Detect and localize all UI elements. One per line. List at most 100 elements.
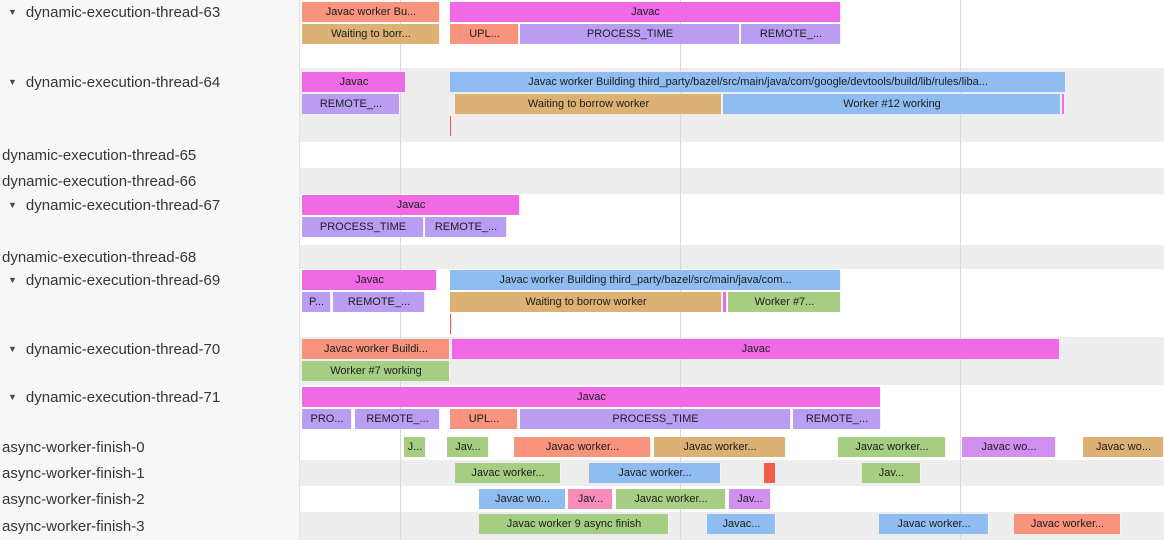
slice[interactable]: Jav... xyxy=(862,463,921,483)
track-dynamic-execution-thread-64: ▼ dynamic-execution-thread-64 Javac Javac w… xyxy=(0,68,1164,142)
time-gridline xyxy=(960,168,961,194)
track-async-worker-finish-1: async-worker-finish-1 Javac worker... Java… xyxy=(0,460,1164,486)
time-gridline xyxy=(680,512,681,540)
slice[interactable]: Javac worker... xyxy=(1014,514,1121,534)
track-dynamic-execution-thread-71: ▼ dynamic-execution-thread-71 Javac PRO... R… xyxy=(0,385,1164,433)
time-gridline xyxy=(960,433,961,460)
track-name: dynamic-execution-thread-70 xyxy=(25,340,221,358)
slice[interactable]: REMOTE_... xyxy=(425,217,507,237)
slice[interactable]: Javac xyxy=(302,72,406,92)
collapse-triangle-icon[interactable]: ▼ xyxy=(8,392,17,402)
slice[interactable]: Javac worker... xyxy=(455,463,561,483)
track-label-dynamic-execution-thread-64[interactable]: ▼ dynamic-execution-thread-64 xyxy=(0,68,300,142)
slice[interactable]: Javac worker... xyxy=(879,514,989,534)
track-label-dynamic-execution-thread-70[interactable]: ▼ dynamic-execution-thread-70 xyxy=(0,337,300,385)
track-label-dynamic-execution-thread-63[interactable]: ▼ dynamic-execution-thread-63 xyxy=(0,0,300,68)
slice[interactable] xyxy=(764,463,776,483)
slice[interactable]: Javac xyxy=(302,195,520,215)
slice[interactable]: PROCESS_TIME xyxy=(302,217,424,237)
slice[interactable]: PROCESS_TIME xyxy=(520,24,740,44)
time-gridline xyxy=(400,486,401,512)
slice[interactable]: Javac xyxy=(450,2,841,22)
track-label-async-worker-finish-1[interactable]: async-worker-finish-1 xyxy=(0,460,300,486)
slice[interactable]: Waiting to borrow worker xyxy=(450,292,722,312)
slice[interactable]: Javac worker... xyxy=(654,437,786,457)
track-name: dynamic-execution-thread-63 xyxy=(25,3,221,21)
slice[interactable]: Worker #7... xyxy=(728,292,841,312)
track-lane-dynamic-execution-thread-67: Javac PROCESS_TIME REMOTE_... xyxy=(300,194,1164,245)
slice[interactable]: Worker #12 working xyxy=(723,94,1061,114)
slice[interactable] xyxy=(723,292,727,312)
track-label-async-worker-finish-2[interactable]: async-worker-finish-2 xyxy=(0,486,300,512)
track-name: async-worker-finish-1 xyxy=(2,464,145,482)
track-label-dynamic-execution-thread-65[interactable]: dynamic-execution-thread-65 xyxy=(0,142,300,168)
track-name: dynamic-execution-thread-64 xyxy=(25,73,221,91)
slice[interactable]: Javac xyxy=(452,339,1060,359)
collapse-triangle-icon[interactable]: ▼ xyxy=(8,344,17,354)
slice[interactable]: P... xyxy=(302,292,331,312)
collapse-triangle-icon[interactable]: ▼ xyxy=(8,77,17,87)
track-label-dynamic-execution-thread-71[interactable]: ▼ dynamic-execution-thread-71 xyxy=(0,385,300,433)
slice[interactable]: Javac worker... xyxy=(589,463,721,483)
slice[interactable]: Jav... xyxy=(568,489,613,509)
slice[interactable]: Waiting to borrow worker xyxy=(455,94,722,114)
slice[interactable]: REMOTE_... xyxy=(333,292,425,312)
slice[interactable] xyxy=(1062,94,1065,114)
track-name: dynamic-execution-thread-68 xyxy=(2,248,197,266)
slice[interactable]: J... xyxy=(404,437,426,457)
slice[interactable]: Javac worker Bu... xyxy=(302,2,440,22)
slice[interactable]: UPL... xyxy=(450,409,518,429)
slice[interactable]: PROCESS_TIME xyxy=(520,409,791,429)
time-gridline xyxy=(400,142,401,168)
time-gridline xyxy=(960,142,961,168)
slice[interactable]: Javac worker Buildi... xyxy=(302,339,450,359)
slice[interactable]: Javac wo... xyxy=(479,489,566,509)
slice[interactable]: REMOTE_... xyxy=(793,409,881,429)
track-lane-dynamic-execution-thread-66 xyxy=(300,168,1164,194)
track-label-async-worker-finish-3[interactable]: async-worker-finish-3 xyxy=(0,512,300,540)
time-gridline xyxy=(680,337,681,385)
slice[interactable]: Javac xyxy=(302,387,881,407)
track-label-dynamic-execution-thread-66[interactable]: dynamic-execution-thread-66 xyxy=(0,168,300,194)
time-gridline xyxy=(400,512,401,540)
slice[interactable]: Javac wo... xyxy=(962,437,1056,457)
track-label-dynamic-execution-thread-68[interactable]: dynamic-execution-thread-68 xyxy=(0,245,300,269)
slice[interactable]: REMOTE_... xyxy=(302,94,400,114)
slice[interactable]: Javac worker 9 async finish xyxy=(479,514,669,534)
track-label-async-worker-finish-0[interactable]: async-worker-finish-0 xyxy=(0,433,300,460)
slice[interactable]: Javac xyxy=(302,270,437,290)
slice[interactable]: Javac wo... xyxy=(1083,437,1164,457)
time-gridline xyxy=(400,245,401,269)
time-gridline xyxy=(680,142,681,168)
collapse-triangle-icon[interactable]: ▼ xyxy=(8,7,17,17)
track-label-dynamic-execution-thread-69[interactable]: ▼ dynamic-execution-thread-69 xyxy=(0,269,300,337)
slice[interactable] xyxy=(450,116,452,136)
slice[interactable]: PRO... xyxy=(302,409,352,429)
slice[interactable]: Javac worker... xyxy=(514,437,651,457)
slice[interactable]: Javac worker Building third_party/bazel/… xyxy=(450,72,1066,92)
slice[interactable]: REMOTE_... xyxy=(741,24,841,44)
track-async-worker-finish-3: async-worker-finish-3 Javac worker 9 asyn… xyxy=(0,512,1164,540)
collapse-triangle-icon[interactable]: ▼ xyxy=(8,275,17,285)
track-name: dynamic-execution-thread-65 xyxy=(2,146,197,164)
slice[interactable]: Javac worker Building third_party/bazel/… xyxy=(450,270,841,290)
track-label-dynamic-execution-thread-67[interactable]: ▼ dynamic-execution-thread-67 xyxy=(0,194,300,245)
slice[interactable]: UPL... xyxy=(450,24,519,44)
slice[interactable]: Javac... xyxy=(707,514,776,534)
slice[interactable]: Worker #7 working xyxy=(302,361,450,381)
slice[interactable] xyxy=(450,314,452,334)
time-gridline xyxy=(960,460,961,486)
track-name: dynamic-execution-thread-66 xyxy=(2,172,197,190)
slice[interactable]: Javac worker... xyxy=(616,489,726,509)
slice[interactable]: Jav... xyxy=(447,437,489,457)
track-lane-async-worker-finish-0: J... Jav... Javac worker... Javac worker...… xyxy=(300,433,1164,460)
slice[interactable]: Waiting to borr... xyxy=(302,24,440,44)
slice[interactable]: Javac worker... xyxy=(838,437,946,457)
time-gridline xyxy=(960,0,961,68)
collapse-triangle-icon[interactable]: ▼ xyxy=(8,200,17,210)
track-name: dynamic-execution-thread-67 xyxy=(25,196,221,214)
time-gridline xyxy=(960,269,961,337)
slice[interactable]: REMOTE_... xyxy=(355,409,440,429)
slice[interactable]: Jav... xyxy=(729,489,771,509)
